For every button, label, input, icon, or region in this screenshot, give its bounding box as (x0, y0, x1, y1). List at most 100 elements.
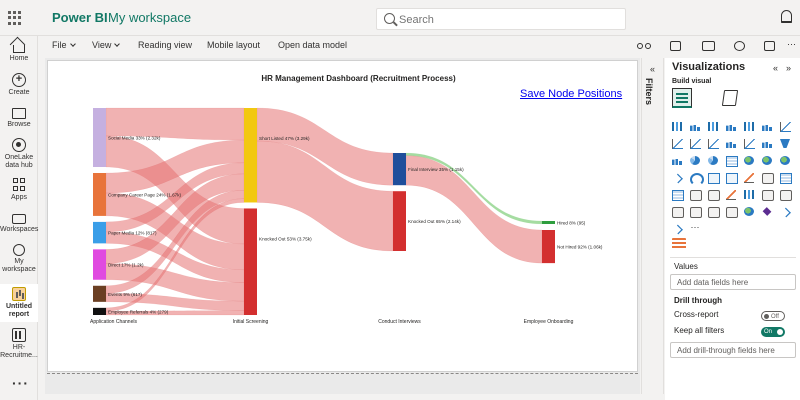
100-stacked-column-chart-icon[interactable] (760, 120, 774, 133)
treemap-icon[interactable] (724, 154, 738, 167)
sankey-chart[interactable]: Social Media 33% (2.32k) Company Career P… (48, 61, 639, 373)
nav-workspaces[interactable]: Workspaces (0, 212, 38, 234)
funnel-chart-icon[interactable] (778, 137, 792, 150)
collapse-icon[interactable]: « (773, 63, 779, 73)
goals-icon[interactable] (688, 205, 702, 218)
cross-report-toggle[interactable]: Off (761, 311, 785, 321)
file-menu[interactable]: File (52, 40, 76, 50)
stacked-area-chart-icon[interactable] (688, 137, 702, 150)
build-visual-tab[interactable] (672, 88, 692, 108)
table-icon[interactable] (778, 171, 792, 184)
sankey-node-nothired[interactable] (542, 230, 555, 264)
view-options-icon[interactable] (702, 41, 715, 51)
power-apps-icon[interactable] (706, 205, 720, 218)
nav-create[interactable]: + Create (0, 73, 38, 97)
custom-visual-icon[interactable] (760, 205, 774, 218)
power-automate-icon[interactable] (724, 205, 738, 218)
line-chart-icon[interactable] (778, 120, 792, 133)
decomposition-tree-icon[interactable] (742, 188, 756, 201)
link-icon[interactable] (734, 41, 745, 51)
map-icon[interactable] (742, 154, 756, 167)
matrix-icon[interactable] (670, 188, 684, 201)
comment-icon[interactable] (670, 41, 681, 51)
expand-icon[interactable]: » (786, 63, 792, 73)
sankey-node-direct[interactable] (93, 249, 106, 280)
sankey-node-hired[interactable] (542, 221, 555, 224)
sankey-node-paper[interactable] (93, 221, 106, 244)
python-visual-icon[interactable] (706, 188, 720, 201)
copy-icon[interactable] (764, 41, 775, 51)
binoculars-icon[interactable] (637, 43, 643, 49)
drill-through-well[interactable]: Add drill-through fields here (670, 342, 796, 358)
stacked-column-chart-icon[interactable] (688, 120, 702, 133)
sankey-node-knocked2[interactable] (393, 191, 406, 251)
nav-hr-recruitment[interactable]: HR-Recruitme... (0, 328, 38, 360)
workspace-breadcrumb[interactable]: My workspace (108, 10, 192, 25)
sankey-node-shortlisted[interactable] (244, 108, 257, 203)
gauge-icon[interactable] (688, 171, 704, 186)
smart-narrative-icon[interactable] (778, 188, 792, 201)
sankey-visual-icon[interactable] (672, 238, 686, 250)
azure-map-icon[interactable] (778, 154, 792, 167)
paginated-report-icon[interactable] (670, 205, 684, 218)
open-data-model-button[interactable]: Open data model (278, 40, 348, 50)
keep-filters-toggle[interactable]: On (761, 327, 785, 337)
format-visual-tab[interactable] (721, 88, 741, 108)
search-input[interactable] (399, 11, 619, 28)
more-options-icon[interactable]: ··· (787, 39, 796, 49)
donut-chart-icon[interactable] (706, 154, 720, 167)
ribbon-chart-icon[interactable] (742, 137, 756, 150)
get-more-visuals-icon[interactable] (670, 222, 684, 235)
sankey-node-career[interactable] (93, 173, 106, 216)
filled-map-icon[interactable] (760, 154, 774, 167)
view-menu[interactable]: View (92, 40, 121, 50)
save-node-positions-link[interactable]: Save Node Positions (520, 88, 623, 100)
notifications-icon[interactable] (781, 10, 792, 23)
kpi-icon[interactable] (742, 171, 756, 184)
values-well[interactable]: Add data fields here (670, 274, 796, 290)
chevron-icon[interactable] (778, 205, 792, 218)
reading-view-button[interactable]: Reading view (138, 40, 193, 50)
nav-home[interactable]: Home (0, 40, 38, 63)
qa-icon[interactable] (760, 188, 774, 201)
card-icon[interactable] (706, 171, 720, 184)
clustered-column-chart-icon[interactable] (724, 120, 738, 133)
sankey-node-social[interactable] (93, 108, 106, 167)
workspaces-icon (12, 214, 26, 224)
slicer-icon[interactable] (760, 171, 774, 184)
sankey-node-knocked1[interactable] (244, 208, 257, 315)
multi-row-card-icon[interactable] (724, 171, 738, 184)
nav-browse[interactable]: Browse (0, 106, 38, 129)
app-name[interactable]: Power BI (52, 10, 108, 25)
drill-through-label: Drill through (674, 296, 722, 305)
sankey-node-events[interactable] (93, 285, 106, 302)
app-launcher-icon[interactable] (8, 11, 22, 25)
area-chart-icon[interactable] (670, 137, 684, 150)
arcgis-map-icon[interactable] (670, 171, 684, 184)
chevron-left-icon[interactable]: « (650, 64, 656, 74)
sankey-node-referrals[interactable] (93, 307, 106, 315)
nav-onelake[interactable]: OneLake data hub (0, 138, 38, 170)
line-and-column-chart-icon[interactable] (706, 137, 720, 150)
search-box[interactable] (376, 8, 626, 30)
stacked-bar-chart-icon[interactable] (670, 120, 684, 133)
100-stacked-bar-chart-icon[interactable] (742, 120, 756, 133)
pie-chart-icon[interactable] (688, 154, 702, 167)
waterfall-chart-icon[interactable] (760, 137, 774, 150)
r-visual-icon[interactable] (688, 188, 702, 201)
line-and-clustered-column-icon[interactable] (724, 137, 738, 150)
visual-gallery: ··· (670, 120, 796, 235)
clustered-bar-chart-icon[interactable] (706, 120, 720, 133)
sankey-node-label-hired: Hired 8% (95) (557, 221, 586, 226)
key-influencers-icon[interactable] (724, 188, 738, 201)
sankey-node-final[interactable] (393, 153, 406, 186)
more-icon[interactable]: ··· (12, 375, 29, 391)
nav-untitled-report[interactable]: Untitled report (0, 284, 38, 322)
globe-icon[interactable] (742, 205, 756, 218)
more-visuals-icon[interactable]: ··· (690, 222, 700, 232)
nav-my-workspace[interactable]: My workspace (0, 244, 38, 274)
mobile-layout-button[interactable]: Mobile layout (207, 40, 261, 50)
scatter-chart-icon[interactable] (670, 154, 684, 167)
nav-apps[interactable]: Apps (0, 178, 38, 202)
filters-pane[interactable]: « Filters (641, 58, 664, 394)
